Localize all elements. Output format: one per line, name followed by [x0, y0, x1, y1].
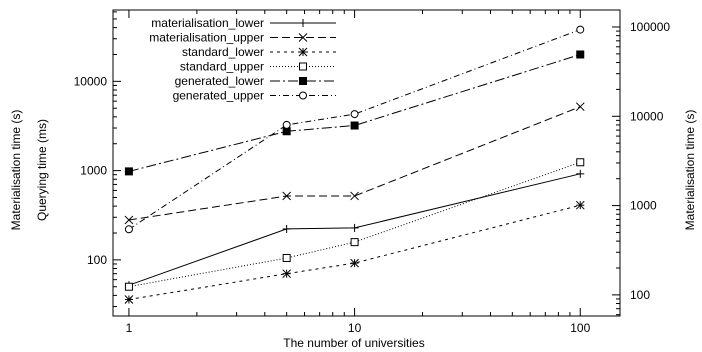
- y-right-tick-label: 100: [630, 288, 650, 302]
- series-line: [128, 106, 581, 221]
- legend-marker: [298, 33, 308, 42]
- legend-entry: generated_lower: [175, 74, 336, 88]
- y-axis-label-right: Materialisation time (s): [683, 110, 697, 231]
- legend-label: standard_lower: [182, 45, 264, 59]
- legend-entry: standard_lower: [182, 45, 336, 59]
- data-point: [282, 269, 292, 279]
- data-point: [350, 238, 359, 247]
- series-generated-upper: [124, 25, 585, 234]
- x-axis-label: The number of universities: [283, 336, 424, 350]
- data-point: [282, 224, 291, 233]
- legend-label: materialisation_upper: [149, 31, 264, 45]
- series-line: [128, 173, 581, 286]
- data-point: [124, 282, 133, 291]
- legend-label: standard_upper: [180, 60, 264, 74]
- series-layer: [124, 25, 585, 304]
- data-point: [576, 25, 585, 34]
- data-point: [350, 258, 359, 268]
- legend-marker: [299, 77, 307, 85]
- y-axis-label-outer: Materialisation time (s): [9, 110, 23, 231]
- data-point: [124, 215, 134, 225]
- data-point: [350, 110, 359, 119]
- series-generated-lower: [124, 50, 585, 176]
- legend-label: materialisation_lower: [151, 16, 264, 30]
- legend-label: generated_upper: [173, 89, 264, 103]
- data-point: [575, 200, 585, 210]
- series-line: [128, 161, 581, 288]
- x-tick-label: 1: [126, 321, 133, 335]
- y-left-tick-label: 100: [87, 253, 107, 267]
- y-right-tick-label: 100000: [630, 20, 670, 34]
- series-standard-upper: [124, 158, 585, 291]
- axes: 1 10 100 100 1000 10000 100 1000 10000 100000: [74, 9, 670, 335]
- legend-marker: [298, 47, 308, 57]
- series-line: [128, 54, 581, 172]
- legend: materialisation_lowermaterialisation_upp…: [149, 16, 336, 103]
- y-left-tick-label: 1000: [80, 164, 107, 178]
- data-point: [282, 191, 292, 201]
- y-right-tick-label: 1000: [630, 199, 657, 213]
- data-point: [576, 50, 585, 59]
- series-standard-lower: [124, 200, 585, 304]
- legend-marker: [299, 19, 307, 27]
- legend-entry: generated_upper: [173, 89, 336, 103]
- legend-marker: [299, 91, 307, 100]
- data-point: [350, 191, 359, 201]
- legend-label: generated_lower: [175, 74, 264, 88]
- data-point: [576, 158, 585, 167]
- y-axis-label-inner: Querying time (ms): [35, 119, 49, 221]
- data-point: [350, 223, 359, 232]
- data-point: [124, 295, 134, 304]
- data-point: [350, 121, 359, 130]
- x-tick-label: 10: [348, 321, 362, 335]
- series-line: [128, 204, 581, 300]
- data-point: [282, 120, 291, 129]
- data-point: [575, 102, 585, 112]
- series-materialisation-lower: [124, 169, 585, 290]
- series-line: [128, 29, 581, 230]
- y-left-tick-label: 10000: [74, 74, 108, 88]
- legend-entry: standard_upper: [180, 60, 336, 74]
- data-point: [282, 253, 291, 262]
- data-point: [576, 169, 585, 178]
- legend-entry: materialisation_lower: [151, 16, 336, 30]
- series-materialisation-upper: [124, 102, 585, 225]
- data-point: [124, 167, 133, 176]
- x-tick-label: 100: [570, 321, 590, 335]
- legend-marker: [299, 62, 307, 71]
- y-right-tick-label: 10000: [630, 109, 664, 123]
- data-point: [124, 225, 133, 234]
- legend-entry: materialisation_upper: [149, 31, 336, 45]
